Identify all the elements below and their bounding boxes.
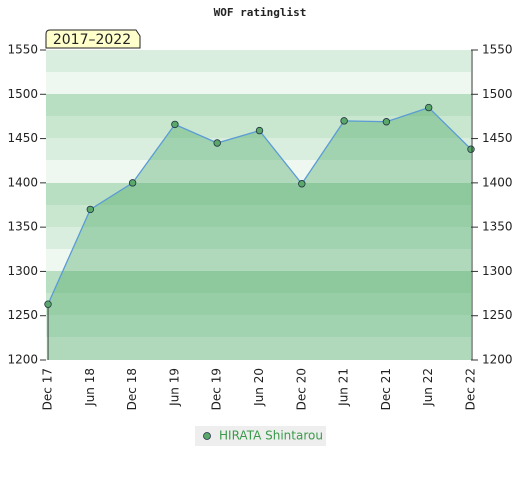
area <box>48 107 471 360</box>
y2-tick-label: 1450 <box>482 131 513 145</box>
x-tick-label: Jun 18 <box>83 368 97 407</box>
y-tick-label: 1500 <box>7 87 38 101</box>
point <box>340 117 348 125</box>
point <box>86 205 94 214</box>
legend-label: HIRATA Shintarou <box>219 429 323 443</box>
y2-tick-label: 1250 <box>482 308 513 322</box>
y2-tick-label: 1350 <box>482 220 513 234</box>
y-tick-label: 1200 <box>7 353 38 367</box>
point <box>128 179 137 187</box>
x-tick-label: Jun 21 <box>337 368 351 407</box>
y2-tick-label: 1300 <box>482 264 513 278</box>
point <box>171 120 179 129</box>
annotation: 2017–2022 <box>53 32 131 48</box>
y-tick-label: 1250 <box>7 308 38 322</box>
x-tick-label: Dec 19 <box>210 368 224 410</box>
y2-tick-label: 1550 <box>482 43 513 57</box>
y-tick-label: 1400 <box>7 175 38 189</box>
x-tick-label: Dec 18 <box>125 368 139 410</box>
legend <box>195 426 326 446</box>
point <box>425 103 433 112</box>
chart-title: WOF ratinglist <box>214 6 307 19</box>
annotation-box <box>45 29 141 49</box>
x-tick-label: Jun 20 <box>252 368 266 407</box>
x-tick-label: Jun 22 <box>421 368 435 407</box>
y2-tick-label: 1200 <box>482 353 513 367</box>
y-tick-label: 1550 <box>7 43 38 57</box>
point <box>298 180 306 188</box>
point <box>382 118 391 126</box>
y2-tick-label: 1500 <box>482 87 513 101</box>
point <box>255 126 264 135</box>
legend-marker <box>203 432 211 440</box>
point <box>44 300 52 308</box>
x-tick-label: Dec 21 <box>379 368 393 410</box>
x-tick-label: Jun 19 <box>167 368 181 407</box>
x-tick-label: Dec 20 <box>294 368 308 410</box>
y-tick-label: 1350 <box>7 220 38 234</box>
point <box>467 145 475 153</box>
y-tick-label: 1300 <box>7 264 38 278</box>
x-tick-label: Dec 17 <box>41 368 55 410</box>
background <box>46 50 471 360</box>
point <box>213 139 221 147</box>
y-tick-label: 1450 <box>7 131 38 145</box>
x-tick-label: Dec 22 <box>464 368 478 410</box>
y2-tick-label: 1400 <box>482 175 513 189</box>
